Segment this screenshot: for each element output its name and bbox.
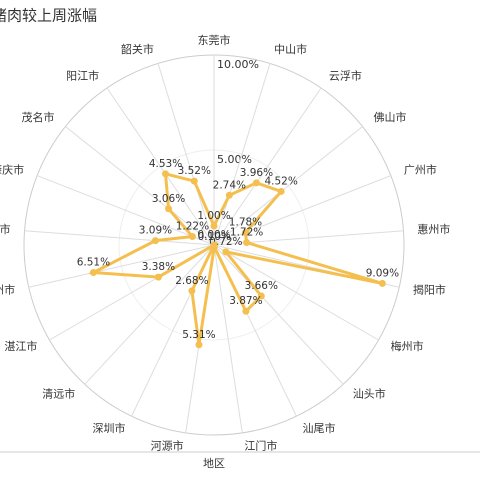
value-label: 0.72% [209,236,242,248]
category-label: 梅州市 [391,339,424,353]
spoke [213,87,322,246]
category-label: 湛江市 [4,339,37,353]
category-label: 肇庆市 [0,162,24,176]
point [252,179,260,187]
x-axis-label: 地区 [203,457,225,470]
chart-title: 猪肉较上周涨幅 [0,7,97,25]
point [378,279,386,287]
r-tick-label: 10.00% [217,58,259,71]
value-label: 3.87% [229,295,262,307]
point [210,241,218,249]
spoke [213,244,344,385]
point [188,233,196,241]
spoke [24,230,215,246]
spoke [65,126,215,246]
category-label: 广州市 [404,162,437,176]
point [188,287,196,295]
category-label: 中山市 [274,42,307,56]
value-label: 2.74% [213,179,246,191]
category-label: 江门市 [244,439,277,453]
category-label: 东莞市 [198,33,231,47]
point [242,307,250,315]
value-label: 4.53% [149,158,182,170]
category-label: 珠海市 [0,222,11,236]
category-label: 深圳市 [92,421,125,435]
point [243,239,251,247]
spoke [213,126,363,246]
category-label: 佛山市 [373,110,406,124]
spoke [213,244,379,341]
value-label: 3.09% [139,225,172,237]
radar-line [87,171,383,345]
r-tick-label: 5.00% [217,153,252,166]
category-label: 云浮市 [329,68,362,82]
value-label: 3.38% [142,261,175,273]
category-label: 汕头市 [353,387,386,401]
point [210,222,218,230]
spoke [106,87,215,246]
point [257,292,265,300]
value-label: 1.78% [229,217,262,229]
value-label: 9.09% [366,267,399,279]
point [241,229,249,237]
spoke [213,63,271,246]
value-label: 1.22% [176,221,209,233]
point [277,187,285,195]
category-label: 揭阳市 [413,282,446,296]
category-label: 惠州市 [417,222,450,236]
point [154,273,162,281]
value-label: 1.72% [230,227,263,239]
value-label: 3.52% [178,165,211,177]
value-label: 3.06% [152,193,185,205]
spoke [28,244,215,288]
value-label: 0.00% [197,229,230,241]
category-label: 汕尾市 [303,421,336,435]
category-label: 阳江市 [66,68,99,82]
category-label: 茂名市 [22,110,55,124]
point [222,248,230,256]
point [225,191,233,199]
value-label: 1.00% [197,210,230,222]
spoke [157,63,215,246]
value-label: 0.10% [198,231,231,243]
point [151,237,159,245]
point [162,170,170,178]
spoke [213,244,243,433]
value-label: 3.66% [245,280,278,292]
point [190,177,198,185]
value-label: 5.31% [182,329,215,341]
value-label: 6.51% [77,257,110,269]
category-label: 清远市 [42,387,75,401]
category-label: 潮州市 [0,282,15,296]
point [195,341,203,349]
spoke [84,244,215,385]
point [89,269,97,277]
value-label: 2.68% [175,275,208,287]
value-label: 4.52% [264,175,297,187]
value-label: 3.96% [240,167,273,179]
point [165,205,173,213]
category-label: 韶关市 [121,42,154,56]
spoke [36,175,215,246]
category-label: 河源市 [151,439,184,453]
